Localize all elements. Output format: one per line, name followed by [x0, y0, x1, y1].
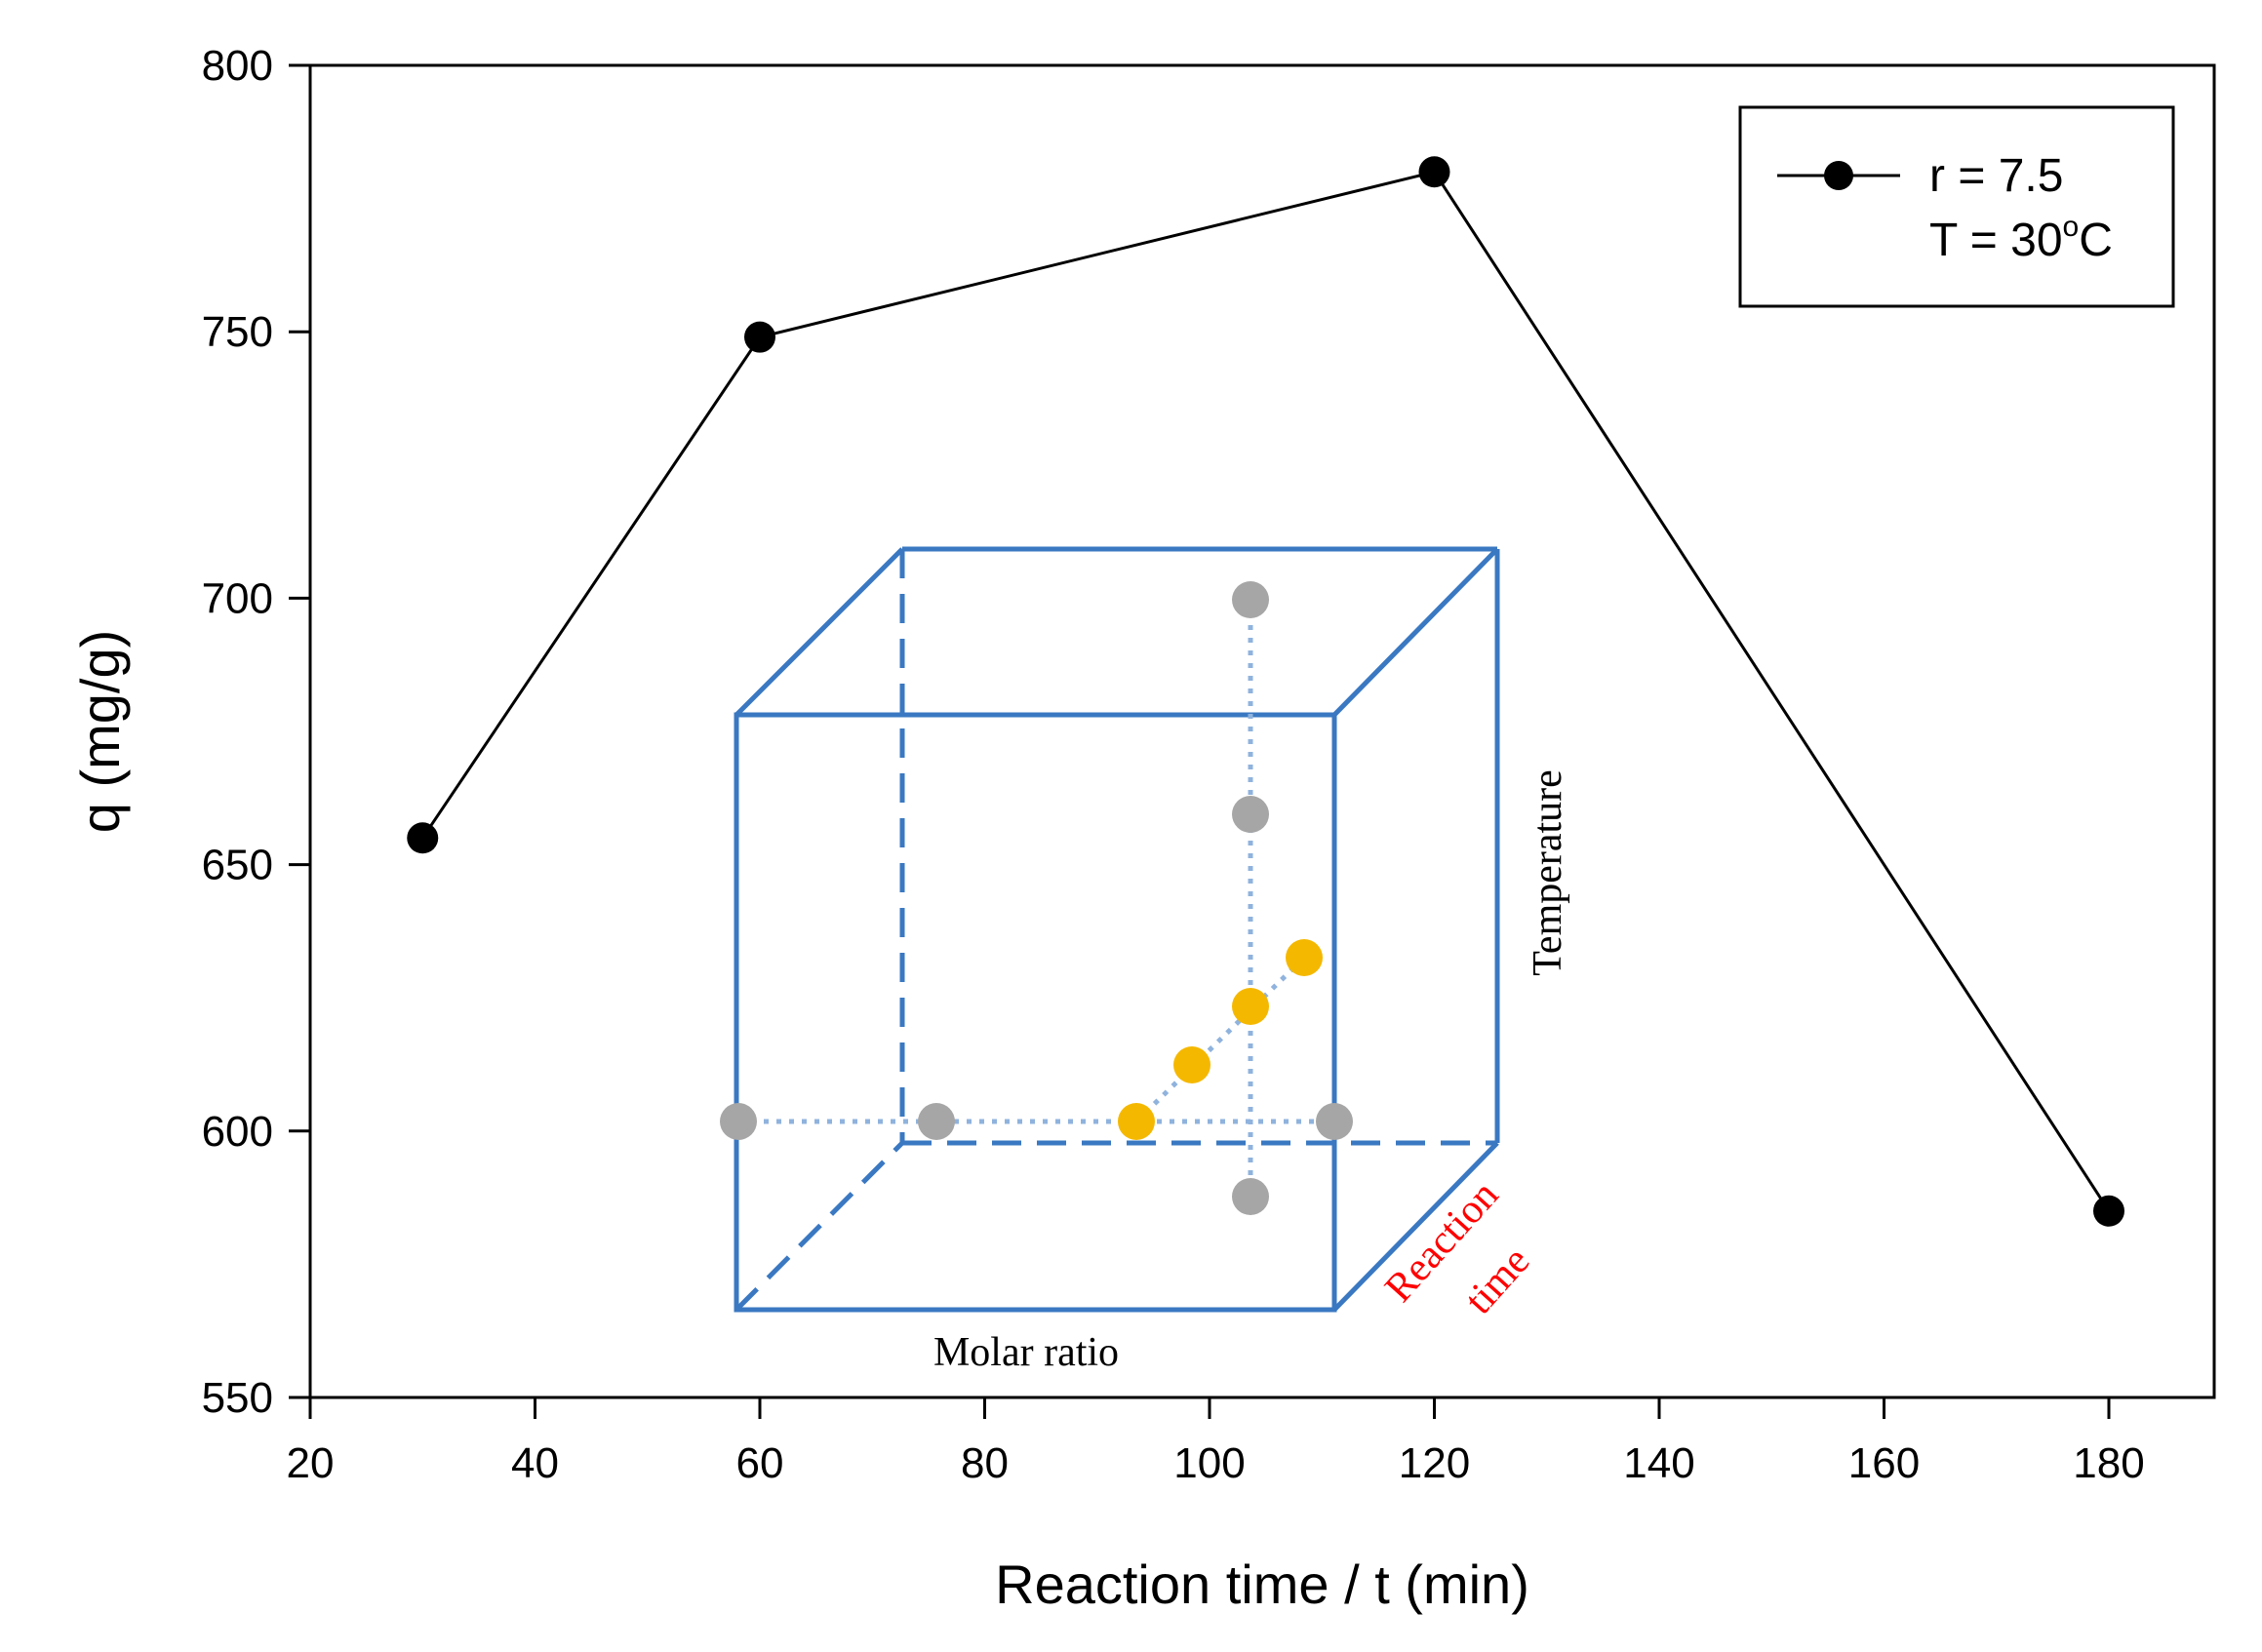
y-tick-label: 600 — [202, 1108, 273, 1156]
data-point — [407, 822, 439, 854]
y-tick-label: 650 — [202, 842, 273, 889]
legend-label-line1: r = 7.5 — [1929, 150, 2063, 202]
diagonal-dotted-line — [1134, 956, 1306, 1123]
x-tick-label: 120 — [1399, 1439, 1470, 1487]
x-tick-label: 60 — [736, 1439, 784, 1487]
inset-dotted-axes — [738, 600, 1334, 1197]
legend-degree-sup: o — [2063, 211, 2080, 243]
series-line — [421, 170, 2111, 1212]
y-axis-ticks: 550 600 650 700 750 800 — [202, 42, 310, 1422]
data-point — [744, 321, 775, 353]
gray-point — [1232, 796, 1269, 833]
legend-temp-unit: C — [2079, 215, 2113, 266]
cube-bottom-right-diagonal — [1332, 1141, 1499, 1312]
data-point — [1418, 156, 1450, 188]
y-tick-label: 700 — [202, 574, 273, 622]
x-axis-title: Reaction time / t (min) — [995, 1554, 1529, 1615]
x-tick-label: 40 — [511, 1439, 559, 1487]
experimental-design-inset: Molar ratio Temperature Reaction time — [720, 546, 1570, 1375]
y-tick-label: 750 — [202, 308, 273, 356]
data-point — [2093, 1195, 2124, 1227]
x-tick-label: 20 — [287, 1439, 335, 1487]
x-tick-label: 160 — [1848, 1439, 1920, 1487]
yellow-point — [1232, 988, 1269, 1025]
cube-front-face — [734, 712, 1337, 1313]
legend-label-line2: T = 30oC — [1929, 211, 2113, 266]
yellow-point — [1118, 1103, 1155, 1140]
gray-point — [918, 1103, 955, 1140]
x-tick-label: 100 — [1173, 1439, 1245, 1487]
gray-point — [1232, 581, 1269, 618]
molar-ratio-label: Molar ratio — [933, 1330, 1119, 1375]
legend: r = 7.5 T = 30oC — [1738, 105, 2175, 308]
y-tick-label: 550 — [202, 1374, 273, 1422]
x-axis-ticks: 20 40 60 80 100 120 140 160 180 — [287, 1397, 2145, 1487]
inset-cube — [734, 546, 1500, 1313]
cube-top-left-diagonal — [734, 547, 904, 717]
gray-point — [1232, 1178, 1269, 1215]
reaction-time-label-line2: time — [1456, 1239, 1538, 1322]
yellow-point — [1286, 939, 1323, 976]
cube-top-right-diagonal — [1332, 547, 1499, 717]
yellow-point — [1173, 1046, 1210, 1083]
x-tick-label: 180 — [2073, 1439, 2144, 1487]
gray-point — [720, 1103, 757, 1140]
inset-gray-points — [720, 581, 1353, 1215]
x-tick-label: 140 — [1623, 1439, 1694, 1487]
plot-frame — [308, 63, 2216, 1399]
x-tick-label: 80 — [961, 1439, 1009, 1487]
data-series — [407, 156, 2124, 1227]
y-tick-label: 800 — [202, 42, 273, 90]
legend-box — [1738, 105, 2175, 308]
gray-point — [1316, 1103, 1353, 1140]
legend-marker-swatch — [1824, 161, 1853, 190]
y-axis-title: q (mg/g) — [69, 630, 131, 834]
inset-yellow-points — [1118, 939, 1323, 1140]
cube-hidden-diagonal-edge — [734, 1141, 904, 1312]
legend-temp-prefix: T = 30 — [1929, 215, 2063, 266]
temperature-label: Temperature — [1526, 769, 1570, 976]
